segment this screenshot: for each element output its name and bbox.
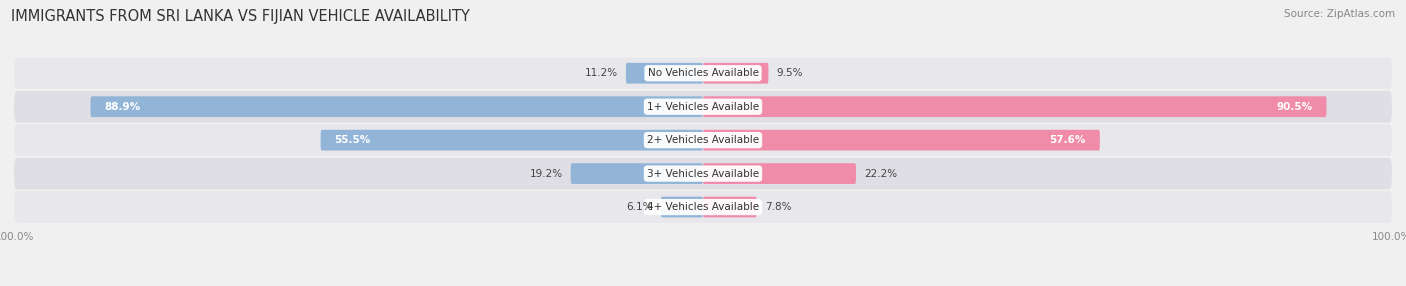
Text: 9.5%: 9.5%: [776, 68, 803, 78]
Text: IMMIGRANTS FROM SRI LANKA VS FIJIAN VEHICLE AVAILABILITY: IMMIGRANTS FROM SRI LANKA VS FIJIAN VEHI…: [11, 9, 470, 23]
FancyBboxPatch shape: [14, 124, 1392, 156]
Text: 19.2%: 19.2%: [529, 168, 562, 178]
Text: 90.5%: 90.5%: [1277, 102, 1313, 112]
Text: 3+ Vehicles Available: 3+ Vehicles Available: [647, 168, 759, 178]
FancyBboxPatch shape: [571, 163, 703, 184]
FancyBboxPatch shape: [90, 96, 703, 117]
Text: 7.8%: 7.8%: [765, 202, 792, 212]
FancyBboxPatch shape: [14, 191, 1392, 223]
Text: 55.5%: 55.5%: [335, 135, 371, 145]
FancyBboxPatch shape: [703, 63, 769, 84]
FancyBboxPatch shape: [14, 158, 1392, 189]
Text: 57.6%: 57.6%: [1050, 135, 1085, 145]
Text: Source: ZipAtlas.com: Source: ZipAtlas.com: [1284, 9, 1395, 19]
Text: 1+ Vehicles Available: 1+ Vehicles Available: [647, 102, 759, 112]
Text: 6.1%: 6.1%: [626, 202, 652, 212]
FancyBboxPatch shape: [703, 163, 856, 184]
Text: 22.2%: 22.2%: [865, 168, 897, 178]
FancyBboxPatch shape: [703, 96, 1326, 117]
Text: 2+ Vehicles Available: 2+ Vehicles Available: [647, 135, 759, 145]
Text: No Vehicles Available: No Vehicles Available: [648, 68, 758, 78]
FancyBboxPatch shape: [14, 57, 1392, 89]
FancyBboxPatch shape: [626, 63, 703, 84]
Text: 4+ Vehicles Available: 4+ Vehicles Available: [647, 202, 759, 212]
FancyBboxPatch shape: [321, 130, 703, 150]
FancyBboxPatch shape: [703, 197, 756, 217]
Text: 88.9%: 88.9%: [104, 102, 141, 112]
FancyBboxPatch shape: [14, 91, 1392, 122]
FancyBboxPatch shape: [703, 130, 1099, 150]
FancyBboxPatch shape: [661, 197, 703, 217]
Text: 11.2%: 11.2%: [585, 68, 617, 78]
